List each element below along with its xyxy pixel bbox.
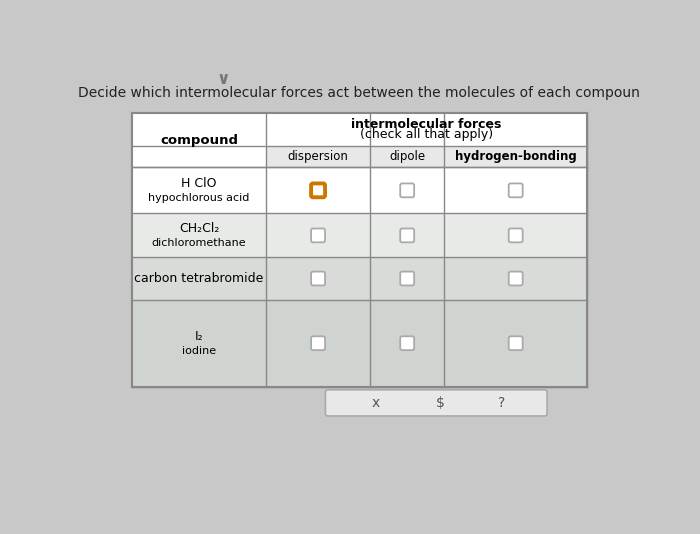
- Bar: [266, 214, 370, 257]
- Text: x: x: [372, 396, 379, 410]
- Bar: [266, 167, 370, 214]
- Text: compound: compound: [160, 134, 238, 147]
- FancyBboxPatch shape: [311, 272, 325, 286]
- Text: I₂: I₂: [195, 330, 204, 343]
- FancyBboxPatch shape: [400, 229, 414, 242]
- FancyBboxPatch shape: [400, 272, 414, 286]
- Bar: [444, 214, 587, 257]
- Bar: [266, 113, 587, 146]
- FancyBboxPatch shape: [509, 336, 523, 350]
- Bar: [266, 300, 370, 387]
- Text: hypochlorous acid: hypochlorous acid: [148, 193, 250, 203]
- Text: dichloromethane: dichloromethane: [152, 238, 246, 248]
- Bar: [132, 146, 266, 167]
- FancyBboxPatch shape: [311, 184, 325, 197]
- Text: (check all that apply): (check all that apply): [360, 128, 493, 142]
- Text: dipole: dipole: [389, 150, 426, 163]
- Bar: [266, 257, 370, 300]
- Text: $: $: [436, 396, 445, 410]
- Text: ∨: ∨: [216, 70, 230, 88]
- Bar: [132, 113, 587, 387]
- Text: Decide which intermolecular forces act between the molecules of each compoun: Decide which intermolecular forces act b…: [78, 85, 640, 99]
- Bar: [444, 300, 587, 387]
- Text: intermolecular forces: intermolecular forces: [351, 119, 502, 131]
- FancyBboxPatch shape: [400, 336, 414, 350]
- FancyBboxPatch shape: [509, 184, 523, 197]
- Bar: [132, 214, 266, 257]
- Bar: [266, 146, 587, 167]
- Bar: [370, 300, 444, 387]
- Bar: [132, 167, 266, 214]
- FancyBboxPatch shape: [311, 229, 325, 242]
- Text: CH₂Cl₂: CH₂Cl₂: [179, 222, 219, 235]
- Bar: [132, 300, 266, 387]
- Bar: [132, 113, 266, 146]
- Bar: [132, 257, 266, 300]
- Bar: [370, 167, 444, 214]
- Bar: [370, 257, 444, 300]
- FancyBboxPatch shape: [326, 390, 547, 416]
- Text: ?: ?: [498, 396, 505, 410]
- Text: H ClO: H ClO: [181, 177, 217, 190]
- FancyBboxPatch shape: [509, 272, 523, 286]
- Bar: [132, 113, 587, 387]
- FancyBboxPatch shape: [311, 336, 325, 350]
- Text: dispersion: dispersion: [288, 150, 349, 163]
- Text: carbon tetrabromide: carbon tetrabromide: [134, 272, 264, 285]
- Bar: [370, 214, 444, 257]
- Bar: [444, 167, 587, 214]
- FancyBboxPatch shape: [400, 184, 414, 197]
- FancyBboxPatch shape: [509, 229, 523, 242]
- Bar: [444, 257, 587, 300]
- Text: iodine: iodine: [182, 346, 216, 356]
- Text: hydrogen-bonding: hydrogen-bonding: [455, 150, 577, 163]
